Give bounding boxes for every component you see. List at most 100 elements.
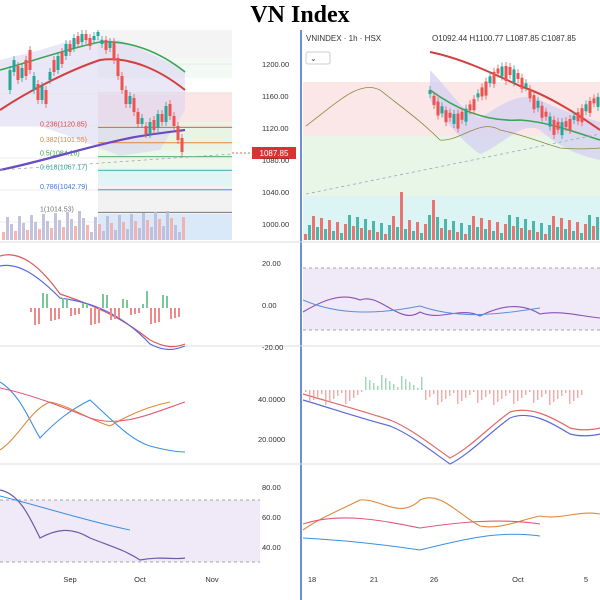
oscillator-3-bar xyxy=(569,390,571,404)
oscillator-3-bar xyxy=(461,390,463,401)
collapse-button[interactable] xyxy=(305,51,331,65)
right-volume-bar xyxy=(592,226,595,240)
oscillator-2-bar xyxy=(106,295,108,308)
left-candle-body xyxy=(108,42,112,48)
left-volume-bar xyxy=(106,216,109,240)
right-time-tick: 5 xyxy=(584,575,588,584)
right-symbol-header: VNINDEX · 1h · HSX xyxy=(306,34,382,43)
left-candle-body xyxy=(156,114,160,128)
oscillator-2-bar xyxy=(138,308,140,313)
left-candle-body xyxy=(28,50,32,70)
oscillator-3-bar xyxy=(365,377,367,390)
right-volume-bar xyxy=(368,230,371,240)
left-candle-body xyxy=(152,120,156,130)
left-candle-body xyxy=(136,112,140,124)
left-volume-bar xyxy=(58,220,61,240)
left-volume-bar xyxy=(134,221,137,240)
left-candle-body xyxy=(40,86,44,100)
right-candle-body xyxy=(464,108,468,122)
right-volume-bar xyxy=(340,233,343,240)
oscillator-2-bar xyxy=(162,295,164,308)
right-candle-body xyxy=(564,121,568,128)
left-volume-bar xyxy=(18,216,21,240)
left-candle-body xyxy=(32,76,36,90)
right-candle-body xyxy=(428,90,432,94)
oscillator-2-bar xyxy=(30,308,32,312)
right-volume-bar xyxy=(348,215,351,240)
right-candle-body xyxy=(548,116,552,127)
oscillator-2-bar xyxy=(126,300,128,308)
oscillator-2-bar xyxy=(110,308,112,320)
left-candle-body xyxy=(168,104,172,116)
oscillator-3-axis: 40.0000 20.0000 xyxy=(258,395,285,444)
left-volume-bar xyxy=(14,231,17,240)
right-volume-bar xyxy=(312,216,315,240)
left-volume-bar xyxy=(118,215,121,240)
right-candle-body xyxy=(552,119,556,135)
left-price-tick: 1160.00 xyxy=(262,92,289,101)
left-time-tick: Oct xyxy=(134,575,147,584)
right-volume-bar xyxy=(568,220,571,240)
right-candle-body xyxy=(532,95,536,110)
right-volume-bar xyxy=(432,200,435,240)
right-volume-bar xyxy=(412,231,415,240)
oscillator-2-bar xyxy=(134,308,136,314)
right-volume-bar xyxy=(512,226,515,240)
left-volume-bar xyxy=(22,223,25,240)
oscillator-3-bar xyxy=(405,379,407,390)
oscillator-3-bar xyxy=(377,386,379,390)
left-volume-bar xyxy=(38,229,41,240)
oscillator-3-bar xyxy=(437,390,439,405)
right-volume-bar xyxy=(392,216,395,240)
right-volume-bar xyxy=(380,223,383,240)
right-candle-body xyxy=(528,89,532,99)
left-time-tick: Sep xyxy=(63,575,76,584)
right-volume-bar xyxy=(332,231,335,240)
oscillator-3-bar xyxy=(541,390,543,397)
right-candle-body xyxy=(524,83,528,88)
right-ma-green xyxy=(429,89,600,141)
left-volume-bar xyxy=(34,222,37,240)
left-volume-bar xyxy=(66,212,69,240)
oscillator-2-tick: -20.00 xyxy=(262,343,283,352)
left-volume-bar xyxy=(150,227,153,240)
left-volume-bar xyxy=(86,225,89,240)
right-volume-bar xyxy=(424,224,427,240)
oscillator-2-histogram xyxy=(30,291,180,325)
oscillator-2-bar xyxy=(90,308,92,325)
right-candle-body xyxy=(488,76,492,84)
right-time-axis: 18 21 26 Oct 5 xyxy=(308,575,588,584)
right-candle-body xyxy=(480,87,484,97)
oscillator-3-bar xyxy=(421,377,423,390)
right-time-tick: 18 xyxy=(308,575,316,584)
oscillator-3-bar xyxy=(369,380,371,390)
oscillator-2-bar xyxy=(82,303,84,308)
right-candle-body xyxy=(444,110,448,123)
right-volume-bar xyxy=(444,219,447,240)
right-olive-line xyxy=(305,87,600,150)
left-volume-bar xyxy=(166,211,169,240)
left-candle-body xyxy=(140,118,144,124)
right-candle-body xyxy=(576,112,580,122)
oscillator-2-bar xyxy=(130,308,132,315)
fib-lines: 0.236(1120.85) 0.382(1101.55) 0.5(1084.16)… xyxy=(40,121,232,213)
multi-pane-chart[interactable]: 0.236(1120.85) 0.382(1101.55) 0.5(1084.16)… xyxy=(0,30,600,600)
left-candle-body xyxy=(120,76,124,90)
left-volume-bar xyxy=(130,214,133,240)
oscillator-3-bar xyxy=(333,390,335,399)
right-candle-body xyxy=(536,100,540,108)
fib-label: 0.5(1084.16) xyxy=(40,151,80,158)
oscillator-3-bar xyxy=(441,390,443,402)
right-volume-bar xyxy=(548,225,551,240)
left-volume-bar xyxy=(138,228,141,240)
left-candle-body xyxy=(112,42,116,60)
oscillator-3-bar xyxy=(517,390,519,401)
left-candle-body xyxy=(128,96,132,104)
left-candle-body xyxy=(164,106,168,122)
last-price-label: 1087.85 xyxy=(260,149,289,158)
oscillator-2-bar xyxy=(122,299,124,308)
oscillator-3-bar xyxy=(401,376,403,390)
right-volume-bar xyxy=(448,230,451,240)
left-candle-body xyxy=(80,34,84,42)
oscillator-3-bar xyxy=(577,390,579,398)
